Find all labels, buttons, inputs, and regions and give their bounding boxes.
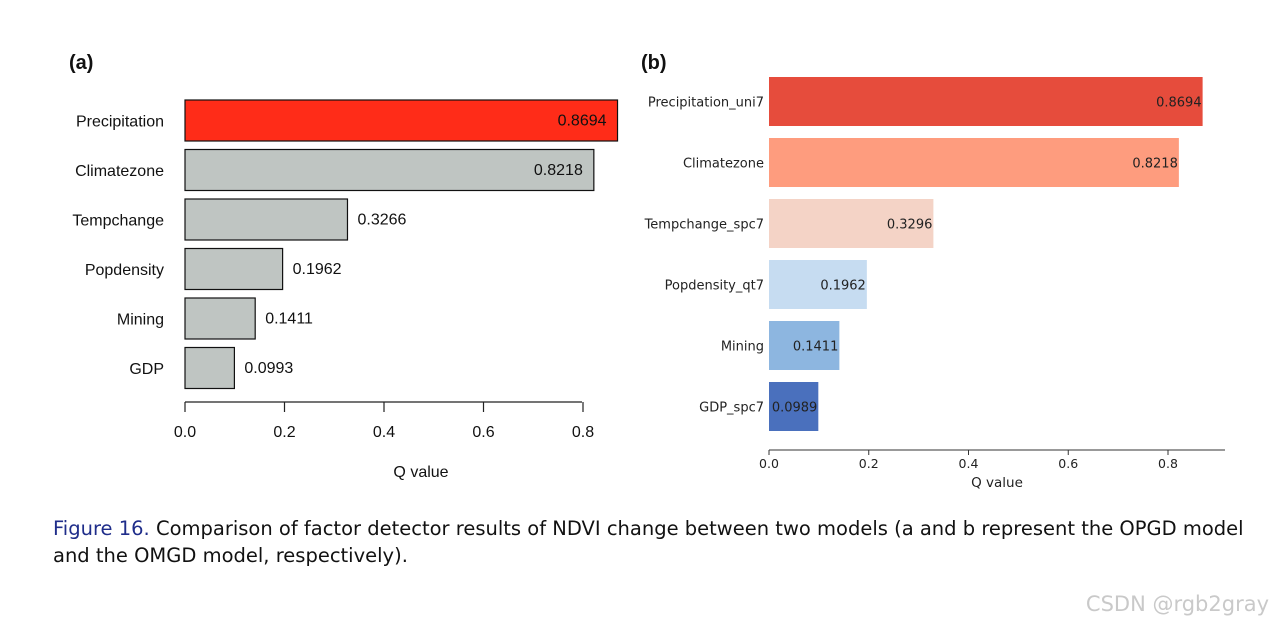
panel-a-value-label: 0.1411 bbox=[265, 311, 313, 328]
panel-a-bar bbox=[184, 99, 619, 142]
panel-b-bar bbox=[769, 138, 1179, 187]
panel-b-value-label: 0.8694 bbox=[1156, 96, 1202, 111]
panel-b-category-label: Mining bbox=[721, 340, 764, 355]
watermark: CSDN @rgb2gray bbox=[1085, 592, 1269, 616]
panel-b-value-label: 0.3296 bbox=[887, 218, 933, 233]
panel-b-tick-label: 0.8 bbox=[1158, 456, 1178, 471]
panel-b-category-label: Tempchange_spc7 bbox=[644, 218, 764, 233]
panel-b-value-label: 0.1411 bbox=[793, 340, 839, 355]
panel-a-tick-label: 0.4 bbox=[373, 424, 395, 441]
panel-b-bar bbox=[769, 382, 819, 431]
panel-b-value-label: 0.0989 bbox=[772, 401, 818, 416]
panel-a-value-label: 0.3266 bbox=[357, 212, 406, 229]
panel-b-label: (b) bbox=[641, 52, 667, 74]
panel-a-tick-label: 0.8 bbox=[572, 424, 594, 441]
panel-a-bar bbox=[184, 148, 595, 192]
panel-b-category-label: Precipitation_uni7 bbox=[648, 96, 764, 111]
panel-a-tick-label: 0.2 bbox=[273, 424, 295, 441]
panel-b-category-label: Popdensity_qt7 bbox=[665, 279, 764, 294]
panel-a-category-label: Mining bbox=[117, 312, 164, 329]
caption-label: Figure 16. bbox=[53, 517, 150, 540]
panel-a-x-axis-title: Q value bbox=[393, 464, 448, 481]
figure-canvas: (a) Precipitation 0.8694 Climatezone 0.8218… bbox=[69, 52, 1225, 491]
panel-a-bar bbox=[184, 346, 236, 390]
panel-a-category-label: Tempchange bbox=[72, 213, 164, 230]
panel-a-value-label: 0.1962 bbox=[293, 261, 342, 278]
panel-a-bar bbox=[184, 297, 256, 340]
panel-b-chart: (b) Precipitation_uni7 0.8694 Climatezone 0… bbox=[641, 52, 1225, 491]
panel-a-bar bbox=[184, 247, 284, 291]
panel-b-tick-label: 0.0 bbox=[759, 456, 779, 471]
panel-a-category-label: Climatezone bbox=[75, 163, 164, 180]
panel-b-bar bbox=[769, 77, 1203, 126]
panel-b-x-axis-title: Q value bbox=[971, 475, 1023, 491]
panel-a-bar bbox=[184, 198, 349, 241]
panel-a-chart: (a) Precipitation 0.8694 Climatezone 0.8218… bbox=[69, 52, 619, 481]
figure-caption: Figure 16. Comparison of factor detector… bbox=[53, 515, 1253, 569]
panel-a-category-label: Popdensity bbox=[85, 262, 164, 279]
panel-a-value-label: 0.0993 bbox=[244, 360, 293, 377]
panel-b-bar bbox=[769, 199, 934, 248]
panel-b-category-label: GDP_spc7 bbox=[699, 401, 764, 416]
panel-b-category-label: Climatezone bbox=[683, 157, 764, 172]
panel-a-category-label: Precipitation bbox=[76, 114, 164, 131]
panel-a-label: (a) bbox=[69, 52, 93, 74]
panel-a-category-label: GDP bbox=[129, 361, 164, 378]
panel-b-tick-label: 0.6 bbox=[1058, 456, 1078, 471]
panel-a-tick-label: 0.0 bbox=[174, 424, 196, 441]
panel-b-bar bbox=[769, 321, 840, 370]
panel-b-value-label: 0.8218 bbox=[1132, 157, 1178, 172]
caption-text: Comparison of factor detector results of… bbox=[53, 517, 1244, 567]
panel-b-value-label: 0.1962 bbox=[820, 279, 866, 294]
panel-b-tick-label: 0.4 bbox=[959, 456, 979, 471]
panel-b-tick-label: 0.2 bbox=[859, 456, 879, 471]
panel-a-value-label: 0.8218 bbox=[534, 162, 583, 179]
panel-a-tick-label: 0.6 bbox=[472, 424, 494, 441]
panel-a-value-label: 0.8694 bbox=[558, 113, 607, 130]
panel-b-bar bbox=[769, 260, 867, 309]
